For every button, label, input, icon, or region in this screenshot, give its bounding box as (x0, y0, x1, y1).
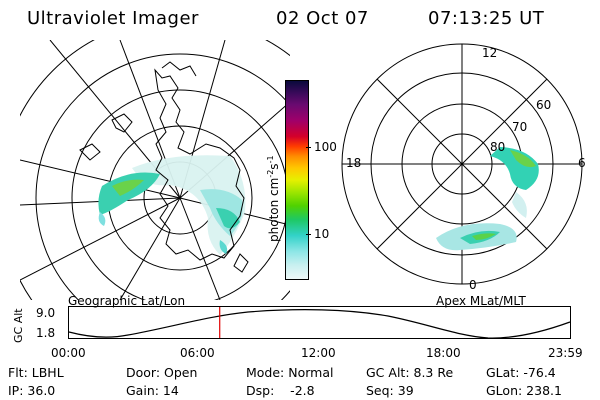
mlat-label-70: 70 (512, 120, 528, 134)
orbit-xtick-2359: 23:59 (548, 346, 583, 360)
orbit-xtick-0600: 06:00 (180, 346, 215, 360)
param-glon: GLon: 238.1 (486, 383, 562, 398)
aurora-emission (98, 155, 246, 255)
orbit-ylabel: GC Alt (12, 308, 25, 343)
param-filter: Flt: LBHL (8, 365, 64, 380)
param-ip: IP: 36.0 (8, 383, 56, 398)
mlt-label-6: 6 (578, 156, 586, 170)
date-label: 02 Oct 07 (276, 8, 369, 29)
mlt-label-12: 12 (482, 46, 498, 60)
mlt-label-18: 18 (346, 156, 362, 170)
left-panel-caption: Geographic Lat/Lon (68, 294, 186, 308)
param-door: Door: Open (126, 365, 198, 380)
mlt-label-0: 0 (469, 278, 477, 292)
param-seq: Seq: 39 (366, 383, 414, 398)
colorbar-unit: photon cm-2s-1 (266, 155, 281, 242)
orbit-xtick-1800: 18:00 (426, 346, 461, 360)
time-label: 07:13:25 UT (428, 8, 545, 29)
mlat-label-60: 60 (536, 98, 552, 112)
colorbar-tick-10 (306, 234, 311, 235)
orbit-ytick-high: 9.0 (36, 306, 56, 320)
orbit-xtick-0000: 00:00 (51, 346, 86, 360)
colorbar-label-10: 10 (314, 227, 330, 241)
param-gc-alt: GC Alt: 8.3 Re (366, 365, 454, 380)
param-mode: Mode: Normal (246, 365, 334, 380)
colorbar-tick-100 (306, 147, 311, 148)
colorbar-label-100: 100 (314, 140, 337, 154)
param-glat: GLat: -76.4 (486, 365, 556, 380)
param-gain: Gain: 14 (126, 383, 179, 398)
orbit-xtick-1200: 12:00 (301, 346, 336, 360)
orbit-altitude-plot (68, 306, 571, 339)
mlat-mlt-polar-plot (341, 43, 583, 285)
mlat-label-80: 80 (490, 140, 506, 154)
colorbar (285, 80, 309, 280)
right-panel-caption: Apex MLat/MLT (436, 294, 526, 308)
orbit-ytick-low: 1.8 (36, 326, 56, 340)
auroral-oval (436, 147, 539, 251)
geographic-map (20, 40, 290, 300)
instrument-title: Ultraviolet Imager (27, 8, 199, 29)
param-dsp: Dsp: -2.8 (246, 383, 315, 398)
